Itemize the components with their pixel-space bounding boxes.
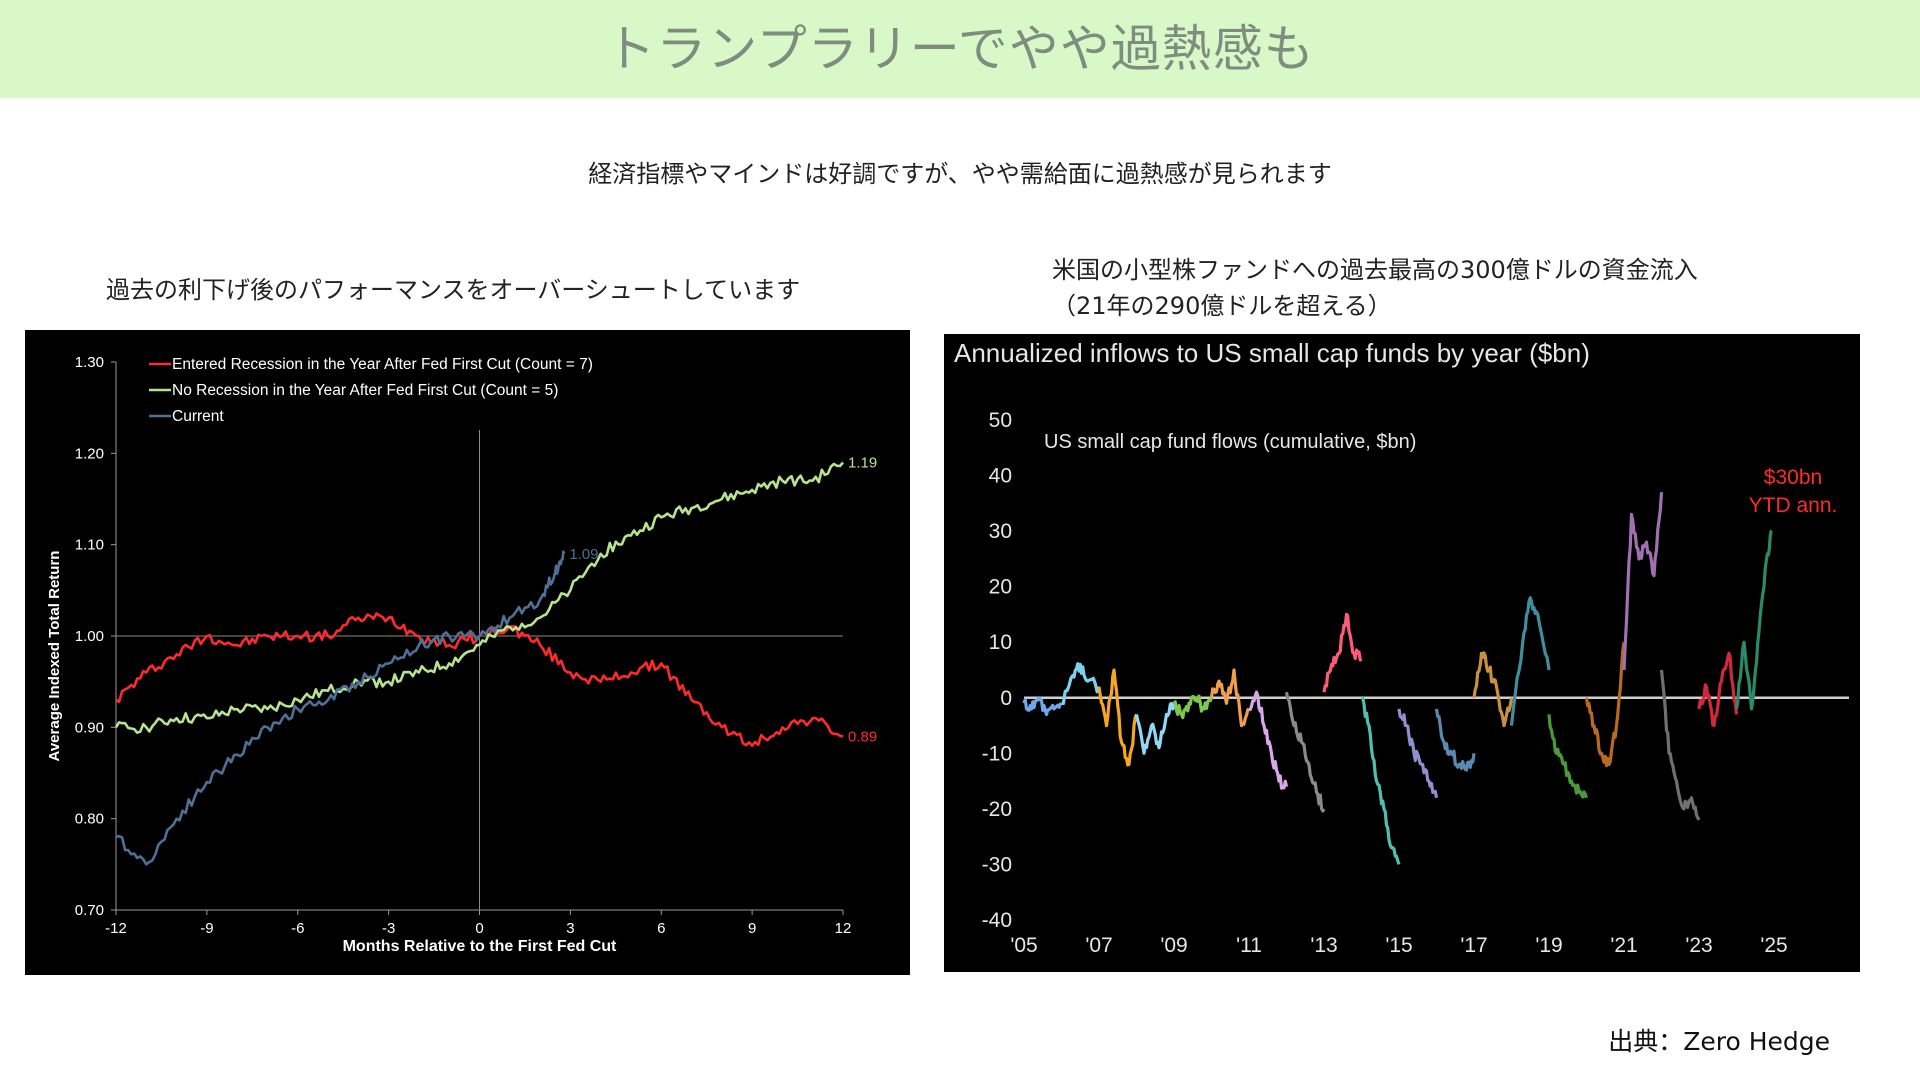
flow-line-2024 (1734, 529, 1773, 711)
flow-line-2014 (1361, 696, 1401, 865)
legend-label-3: Current (172, 408, 224, 425)
x-axis-title: Months Relative to the First Fed Cut (343, 938, 617, 955)
flow-line-2019 (1547, 714, 1589, 799)
flow-line-2011 (1248, 690, 1289, 790)
series-end-label-1: 0.89 (848, 728, 877, 745)
flow-line-2008 (1134, 701, 1176, 755)
x-tick-label: '19 (1535, 934, 1562, 957)
y-tick-label: 50 (989, 409, 1012, 432)
fed-cut-return-chart-svg: 0.70 0.80 0.90 1.00 1.10 1.20 1.30 -12 -9 -6 -3 0 3 6… (46, 354, 877, 955)
x-tick-label: -3 (382, 920, 395, 937)
y-tick-label: -20 (982, 798, 1012, 821)
series-end-label-3: 1.09 (569, 546, 598, 563)
chart-title: Annualized inflows to US small cap funds… (954, 338, 1590, 368)
flow-line-2009 (1172, 694, 1213, 720)
legend-label-1: Entered Recession in the Year After Fed … (172, 356, 593, 373)
x-tick-label: '11 (1236, 934, 1262, 957)
flow-line-2018 (1509, 596, 1551, 726)
right-caption-line-2: （21年の290億ドルを超える） (1052, 292, 1392, 320)
annotation-line-1: $30bn (1764, 466, 1822, 489)
y-tick-label: 40 (989, 465, 1012, 488)
flow-line-2012 (1284, 691, 1326, 813)
y-tick-label: 1.10 (75, 537, 104, 554)
y-tick-label: -30 (982, 853, 1012, 876)
x-tick-label: '13 (1310, 934, 1337, 957)
flow-line-2007 (1097, 668, 1138, 767)
y-tick-label: 1.20 (75, 445, 104, 462)
x-tick-label: -9 (200, 920, 213, 937)
x-tick-label: '09 (1160, 934, 1187, 957)
y-axis-title: Average Indexed Total Return (46, 551, 63, 762)
flow-line-2021 (1622, 492, 1664, 671)
y-tick-label: 1.00 (75, 628, 104, 645)
flow-line-2017 (1472, 651, 1514, 728)
y-tick-label: 10 (989, 631, 1012, 654)
page-subtitle: 経済指標やマインドは好調ですが、やや需給面に過熱感が見られます (588, 160, 1332, 188)
legend-label-2: No Recession in the Year After Fed First… (172, 382, 558, 399)
source-credit: 出典：Zero Hedge (1608, 1027, 1830, 1056)
y-tick-label: 1.30 (75, 354, 104, 371)
y-tick-label: -10 (982, 742, 1012, 765)
right-caption-line-1: 米国の小型株ファンドへの過去最高の300億ドルの資金流入 (1052, 256, 1698, 284)
right-chart-caption: 米国の小型株ファンドへの過去最高の300億ドルの資金流入 （21年の290億ドル… (1052, 252, 1698, 324)
x-tick-label: '25 (1760, 934, 1787, 957)
small-cap-flows-chart: Annualized inflows to US small cap funds… (944, 334, 1860, 972)
y-tick-label: 0 (1000, 687, 1012, 710)
flow-line-2005 (1022, 696, 1063, 716)
x-tick-label: '23 (1685, 934, 1712, 957)
y-tick-label: 20 (989, 576, 1012, 599)
x-tick-label: -6 (291, 920, 304, 937)
x-tick-label: 6 (657, 920, 665, 937)
y-tick-label: 0.90 (75, 719, 104, 736)
y-tick-label: 0.70 (75, 902, 104, 919)
x-tick-label: '05 (1010, 934, 1037, 957)
series-line-3 (115, 550, 566, 866)
header-banner (0, 0, 1920, 98)
left-chart-caption: 過去の利下げ後のパフォーマンスをオーバーシュートしています (106, 276, 801, 304)
flow-line-2020 (1584, 641, 1626, 768)
y-tick-label: -40 (982, 909, 1012, 932)
flow-line-2022 (1659, 669, 1701, 821)
x-tick-label: '21 (1610, 934, 1637, 957)
x-tick-label: -12 (105, 920, 127, 937)
annotation-line-2: YTD ann. (1749, 494, 1838, 517)
page-title: トランプラリーでやや過熱感も (605, 20, 1315, 78)
flow-line-2016 (1434, 708, 1476, 772)
y-tick-label: 0.80 (75, 811, 104, 828)
series-line-2 (114, 461, 844, 734)
x-tick-label: '07 (1085, 934, 1112, 957)
x-tick-label: '17 (1460, 934, 1487, 957)
x-tick-label: 0 (475, 920, 483, 937)
chart-subtitle: US small cap fund flows (cumulative, $bn… (1044, 431, 1416, 453)
x-tick-label: '15 (1385, 934, 1412, 957)
flow-line-2023 (1697, 651, 1739, 728)
flow-line-2013 (1322, 612, 1363, 693)
y-tick-label: 30 (989, 520, 1012, 543)
fed-cut-return-chart: 0.70 0.80 0.90 1.00 1.10 1.20 1.30 -12 -9 -6 -3 0 3 6… (25, 330, 910, 975)
x-tick-label: 9 (748, 920, 756, 937)
x-tick-label: 3 (566, 920, 574, 937)
series-end-label-2: 1.19 (848, 454, 877, 471)
flow-line-2015 (1397, 708, 1439, 799)
flow-line-2010 (1209, 668, 1251, 728)
flow-line-2006 (1061, 662, 1101, 706)
x-tick-label: 12 (835, 920, 852, 937)
small-cap-flows-chart-svg: Annualized inflows to US small cap funds… (954, 338, 1849, 957)
